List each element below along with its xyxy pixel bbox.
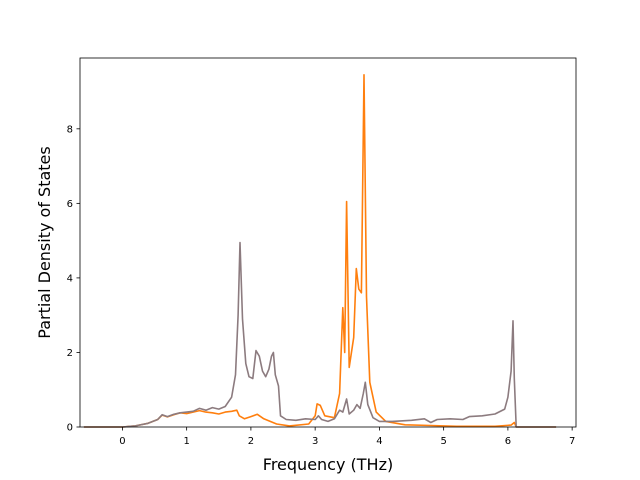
x-tick-label: 4 xyxy=(376,436,382,447)
x-tick-label: 3 xyxy=(312,436,318,447)
series-line-2 xyxy=(83,241,557,428)
y-tick-label: 6 xyxy=(67,199,73,210)
x-axis-label: Frequency (THz) xyxy=(263,455,393,474)
y-tick-label: 2 xyxy=(67,348,73,359)
y-tick-label: 8 xyxy=(67,124,73,135)
x-tick-label: 0 xyxy=(119,436,125,447)
x-tick-label: 2 xyxy=(248,436,254,447)
y-axis: 0 2 4 6 8 xyxy=(67,124,80,434)
x-tick-label: 1 xyxy=(183,436,189,447)
x-axis: 0 1 2 3 4 5 6 7 xyxy=(119,427,575,447)
series-line-1 xyxy=(83,74,557,428)
series-layer xyxy=(83,74,557,428)
x-tick-label: 7 xyxy=(569,436,575,447)
y-tick-label: 4 xyxy=(67,273,73,284)
y-axis-label: Partial Density of States xyxy=(35,146,54,338)
x-tick-label: 5 xyxy=(440,436,446,447)
y-tick-label: 0 xyxy=(67,423,73,434)
x-tick-label: 6 xyxy=(505,436,511,447)
plot-frame xyxy=(79,57,577,428)
